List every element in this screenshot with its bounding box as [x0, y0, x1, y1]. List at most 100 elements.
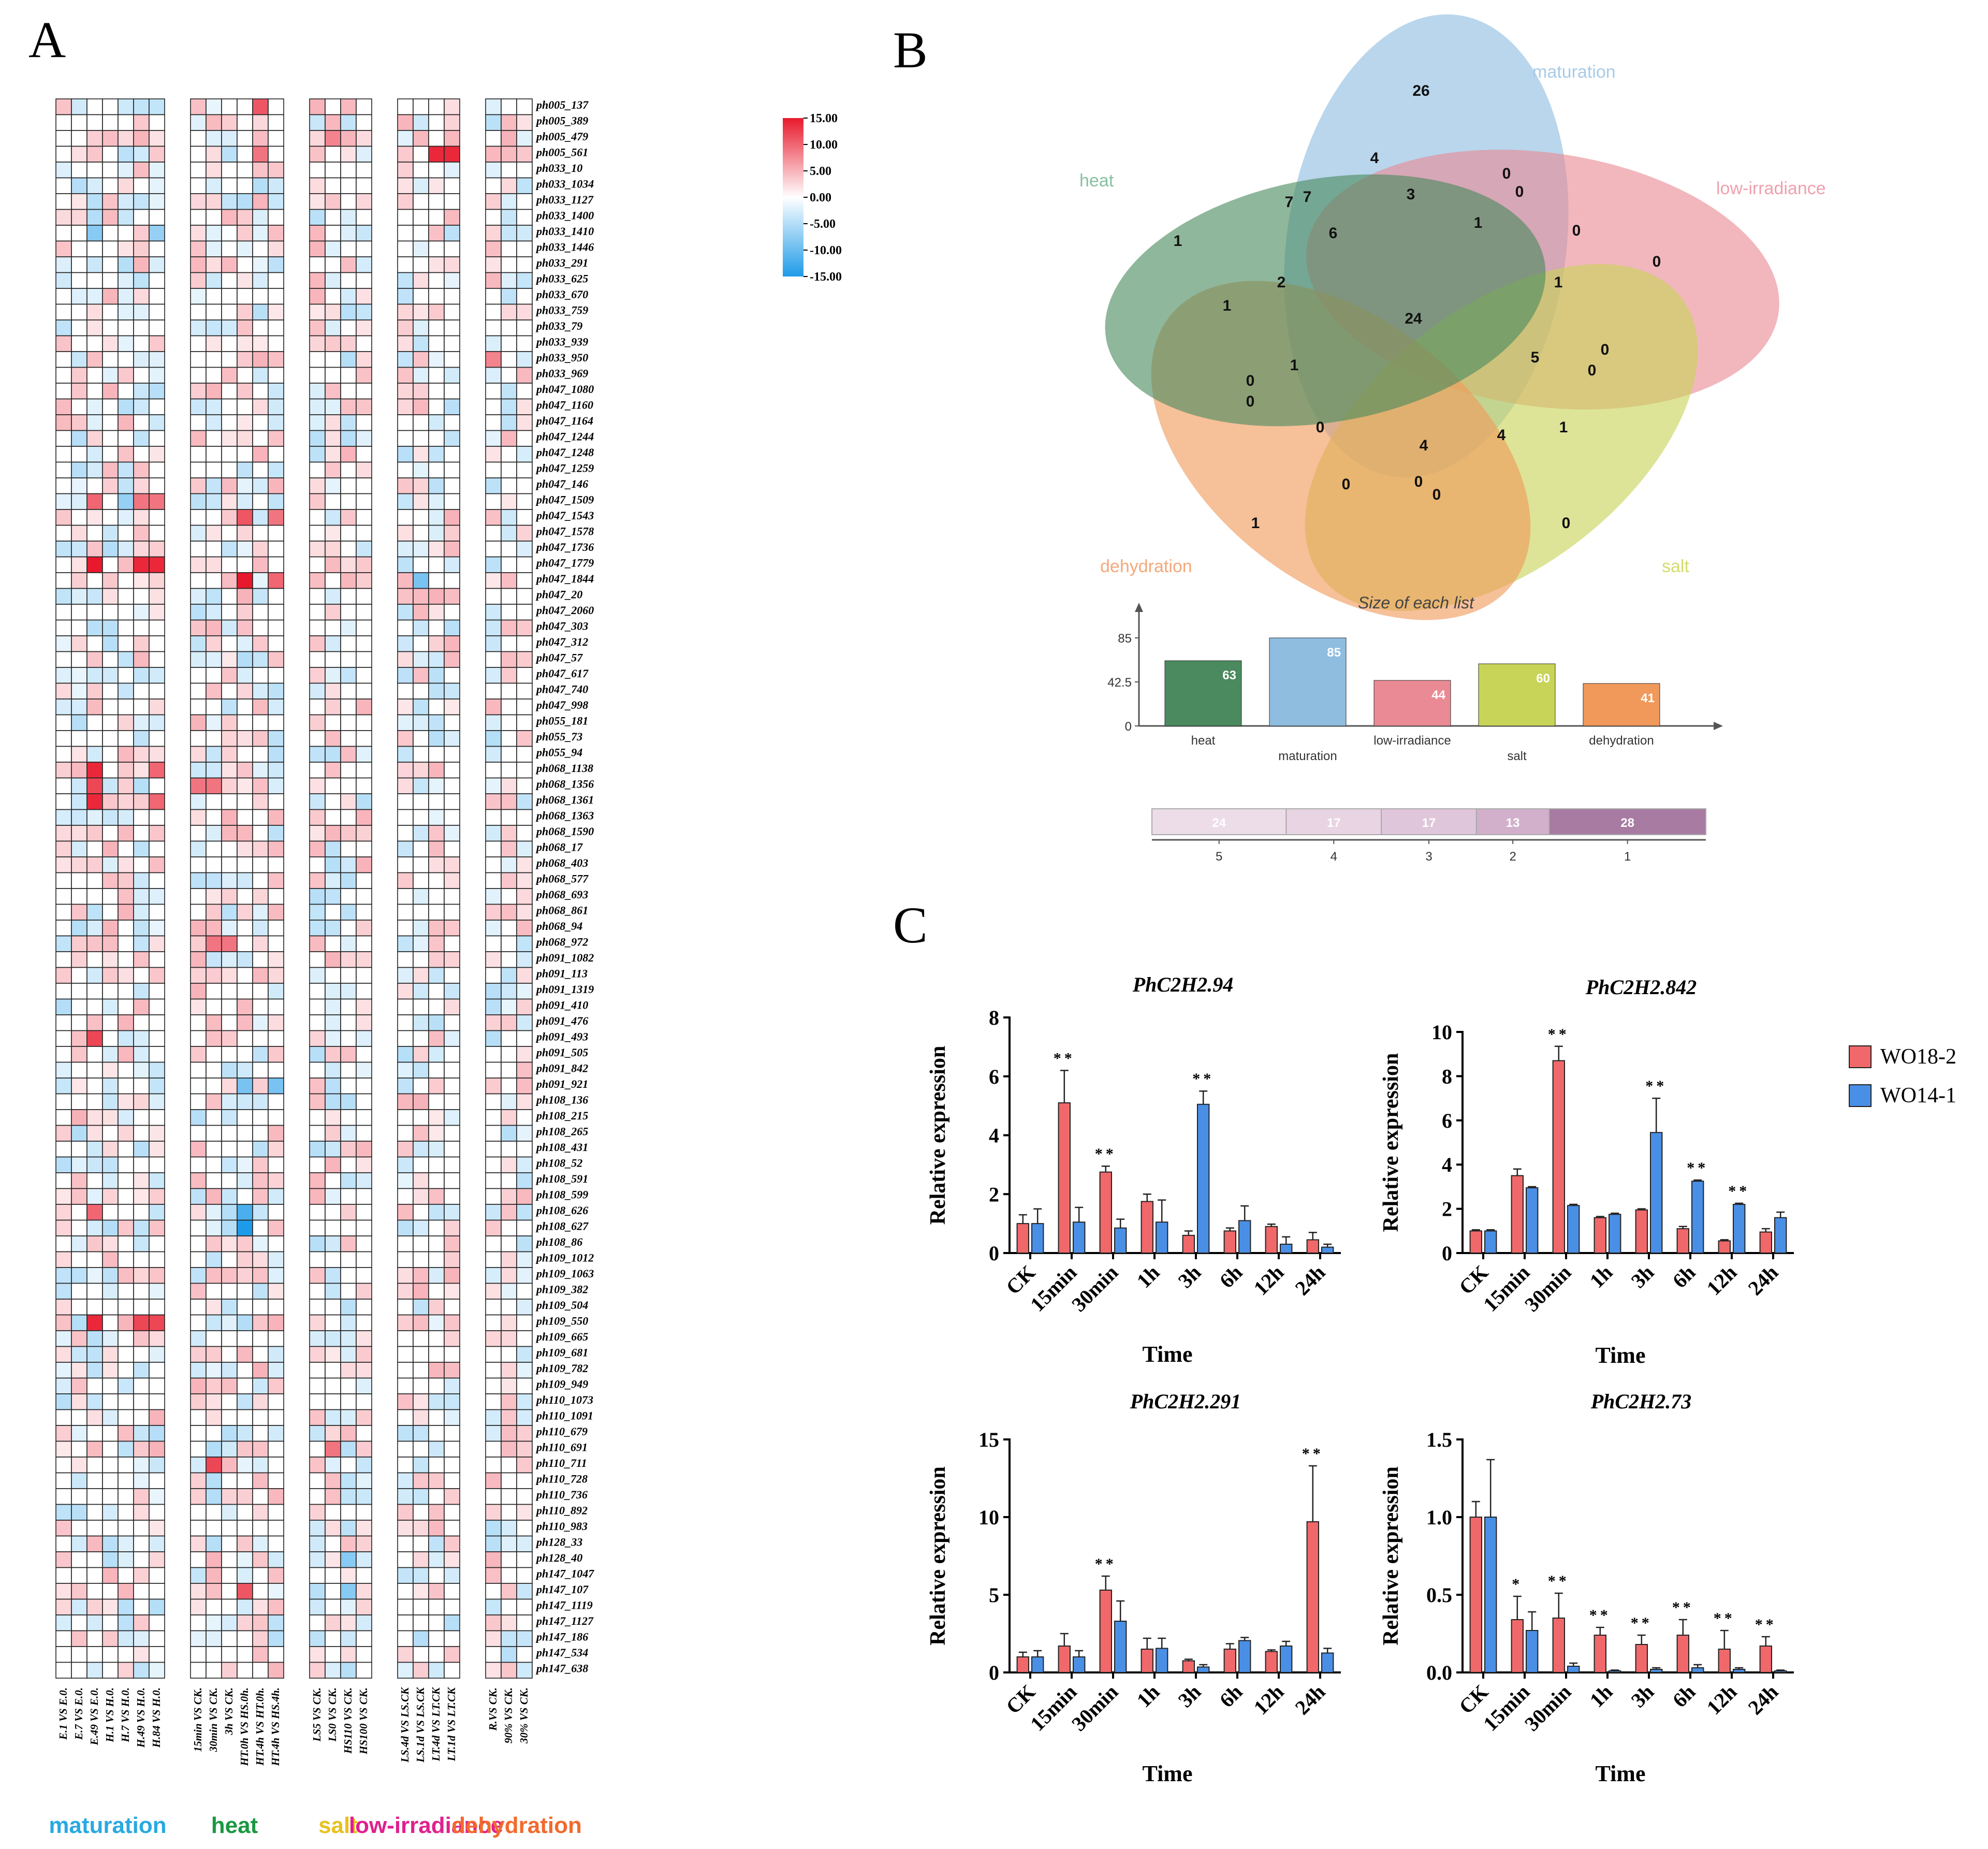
heatmap-cell	[71, 272, 87, 289]
heatmap-cell	[206, 1630, 222, 1647]
heatmap-cell	[55, 1078, 72, 1095]
heatmap-cell	[118, 635, 134, 652]
heatmap-cell	[252, 1630, 269, 1647]
heatmap-cell	[118, 1235, 134, 1253]
heatmap-cell	[340, 98, 357, 115]
heatmap-cell	[133, 335, 150, 352]
heatmap-cell	[268, 1172, 284, 1189]
heatmap-cell	[325, 1377, 341, 1394]
heatmap-cell	[268, 240, 284, 257]
heatmap-cell	[485, 145, 502, 163]
heatmap-cell	[413, 904, 429, 921]
heatmap-cell	[190, 777, 207, 794]
heatmap-cell	[501, 1299, 517, 1316]
heatmap-cell	[206, 1488, 222, 1505]
heatmap-cell	[340, 920, 357, 937]
heatmap-cell	[485, 493, 502, 510]
heatmap-cell	[413, 1267, 429, 1284]
heatmap-cell	[86, 746, 103, 763]
heatmap-cell	[516, 398, 533, 415]
heatmap-cell	[501, 1093, 517, 1110]
heatmap-cell	[485, 525, 502, 542]
heatmap-cell	[252, 1409, 269, 1426]
heatmap-cell	[55, 762, 72, 779]
heatmap-cell	[325, 541, 341, 558]
heatmap-cell	[356, 1567, 372, 1584]
heatmap-cell	[413, 998, 429, 1015]
heatmap-cell	[397, 777, 414, 794]
venn-set-label: heat	[1079, 171, 1114, 191]
heatmap-cell	[268, 335, 284, 352]
heatmap-cell	[268, 1409, 284, 1426]
heatmap-cell	[71, 809, 87, 826]
heatmap-cell	[397, 856, 414, 873]
heatmap-cell	[356, 162, 372, 179]
heatmap-cell	[71, 240, 87, 257]
heatmap-cell	[71, 335, 87, 352]
venn-region-count: 6	[1329, 225, 1338, 242]
heatmap-cell	[309, 193, 326, 210]
gene-label: ph047_1080	[535, 383, 594, 396]
heatmap-cell	[516, 1046, 533, 1063]
heatmap-cell	[149, 1330, 165, 1347]
size-bar-label: maturation	[1278, 749, 1337, 763]
heatmap-cell	[118, 825, 134, 842]
heatmap-cell	[149, 1551, 165, 1568]
heatmap-cell	[485, 1188, 502, 1205]
heatmap-cell	[325, 1488, 341, 1505]
heatmap-cell	[340, 1314, 357, 1331]
heatmap-cell	[86, 1219, 103, 1236]
heatmap-cell	[413, 1346, 429, 1363]
heatmap-cell	[340, 1662, 357, 1679]
heatmap-cell	[118, 935, 134, 952]
heatmap-cell	[516, 272, 533, 289]
heatmap-cell	[71, 635, 87, 652]
heatmap-cell	[309, 541, 326, 558]
heatmap-cell	[501, 477, 517, 494]
heatmap-cell	[190, 951, 207, 968]
significance-mark: **	[1095, 1145, 1117, 1162]
heatmap-cell	[501, 1457, 517, 1474]
heatmap-cell	[340, 967, 357, 984]
gene-label: ph068_403	[535, 856, 588, 869]
heatmap-cell	[252, 1061, 269, 1079]
heatmap-cell	[118, 1251, 134, 1268]
heatmap-cell	[444, 414, 460, 431]
heatmap-cell	[190, 1393, 207, 1410]
heatmap-cell	[501, 635, 517, 652]
bar-wo14-1	[1691, 1181, 1704, 1254]
heatmap-cell	[340, 1330, 357, 1347]
heatmap-cell	[190, 541, 207, 558]
size-bar	[1269, 637, 1347, 726]
heatmap-cell	[102, 1440, 119, 1458]
heatmap-cell	[309, 446, 326, 463]
bar-wo18-2	[1469, 1230, 1483, 1254]
heatmap-cell	[221, 130, 238, 147]
heatmap-cell	[309, 904, 326, 921]
heatmap-cell	[206, 256, 222, 273]
heatmap-cell	[133, 1188, 150, 1205]
heatmap-cell	[71, 130, 87, 147]
heatmap-cell	[428, 1172, 445, 1189]
heatmap-cell	[428, 398, 445, 415]
heatmap-cell	[149, 983, 165, 1000]
heatmap-cell	[55, 414, 72, 431]
heatmap-cell	[237, 1520, 253, 1537]
heatmap-cell	[102, 525, 119, 542]
bar-wo14-1	[1238, 1220, 1251, 1254]
heatmap-cell	[149, 556, 165, 573]
heatmap-cell	[444, 1583, 460, 1600]
heatmap-cell	[413, 193, 429, 210]
gene-label: ph047_1779	[535, 556, 594, 569]
heatmap-cell	[397, 1014, 414, 1031]
bar-wo14-1	[1650, 1132, 1663, 1254]
heatmap-cell	[102, 604, 119, 621]
heatmap-cell	[413, 840, 429, 857]
heatmap-cell	[190, 114, 207, 131]
heatmap-cell	[413, 162, 429, 179]
heatmap-cell	[190, 256, 207, 273]
gene-label: ph047_1160	[535, 398, 593, 411]
heatmap-cell	[444, 1377, 460, 1394]
heatmap-cell	[309, 367, 326, 384]
